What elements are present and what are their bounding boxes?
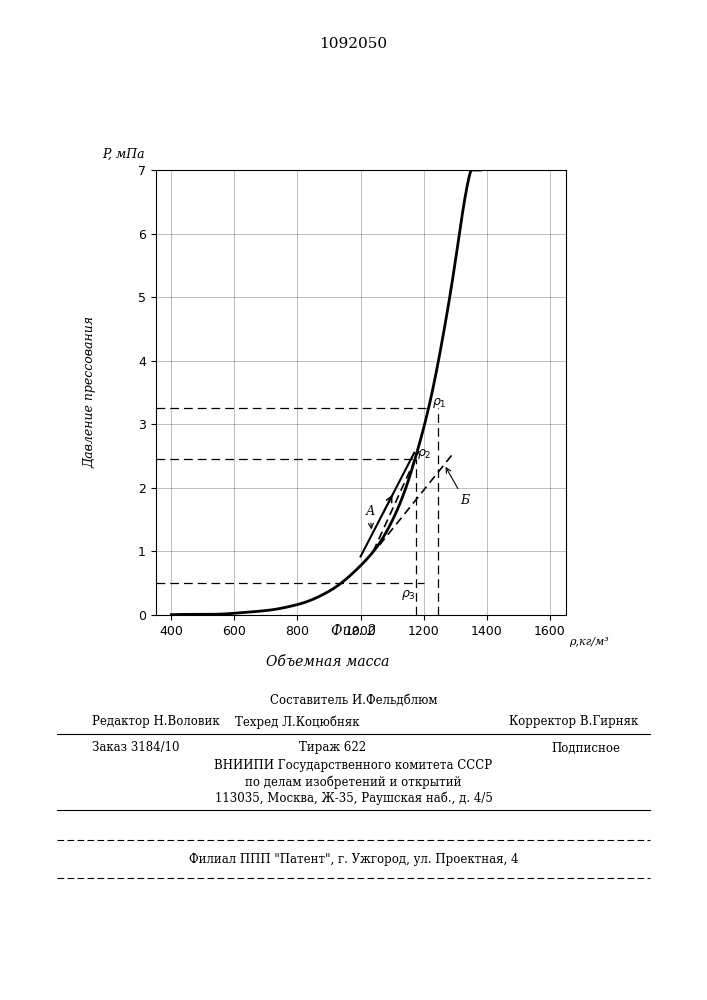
Text: Филиал ППП "Патент", г. Ужгород, ул. Проектная, 4: Филиал ППП "Патент", г. Ужгород, ул. Про…: [189, 854, 518, 866]
Text: Заказ 3184/10: Заказ 3184/10: [92, 742, 180, 754]
Text: 1092050: 1092050: [320, 37, 387, 51]
Text: Редактор Н.Воловик: Редактор Н.Воловик: [92, 716, 220, 728]
Text: Давление прессования: Давление прессования: [83, 316, 96, 468]
Text: Фиг. 2: Фиг. 2: [331, 624, 376, 638]
Text: Техред Л.Коцюбняк: Техред Л.Коцюбняк: [235, 715, 359, 729]
Text: Тираж 622: Тираж 622: [299, 742, 366, 754]
Text: $\rho_1$: $\rho_1$: [432, 396, 447, 410]
Text: P, мПа: P, мПа: [103, 148, 145, 161]
Text: $\rho_3$: $\rho_3$: [401, 588, 416, 602]
Text: ρ,кг/м³: ρ,кг/м³: [568, 637, 609, 647]
Text: ВНИИПИ Государственного комитета СССР: ВНИИПИ Государственного комитета СССР: [214, 760, 493, 772]
Text: 113035, Москва, Ж-35, Раушская наб., д. 4/5: 113035, Москва, Ж-35, Раушская наб., д. …: [214, 791, 493, 805]
Text: $\rho_2$: $\rho_2$: [416, 447, 431, 461]
Text: Составитель И.Фельдблюм: Составитель И.Фельдблюм: [270, 694, 437, 706]
Text: Б: Б: [446, 468, 469, 507]
Text: Объемная масса: Объемная масса: [266, 655, 390, 669]
Text: по делам изобретений и открытий: по делам изобретений и открытий: [245, 775, 462, 789]
Text: А: А: [366, 505, 375, 528]
Text: Корректор В.Гирняк: Корректор В.Гирняк: [509, 716, 638, 728]
Text: Подписное: Подписное: [551, 742, 621, 754]
